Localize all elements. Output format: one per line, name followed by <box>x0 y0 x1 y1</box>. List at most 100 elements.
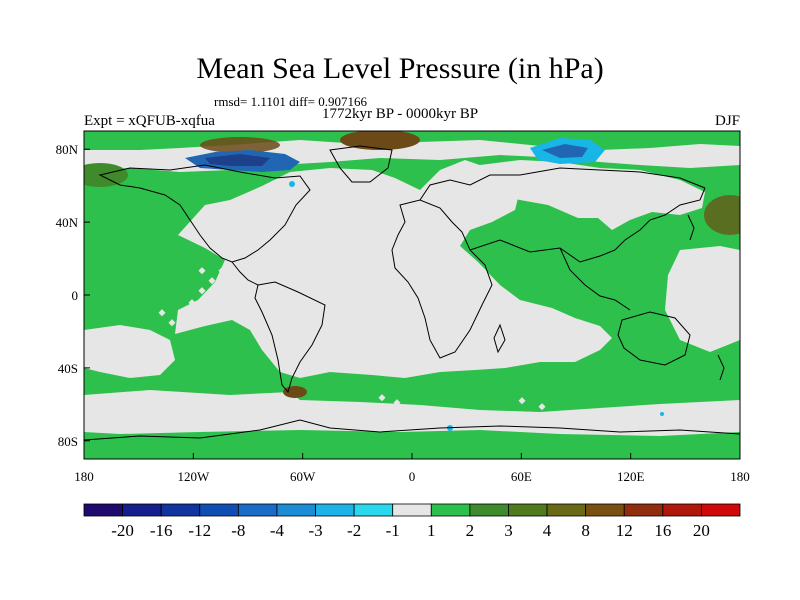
hatch-cell <box>178 309 186 317</box>
rmsd-stats: rmsd= 1.1101 diff= 0.907166 <box>214 94 367 109</box>
coastlines <box>84 145 740 441</box>
hatched-region-caribbean <box>158 267 546 411</box>
near-zero-region-south-pacific <box>84 325 175 378</box>
coastline-europe-africa <box>391 199 493 359</box>
period-subtitle: 1772kyr BP - 0000kyr BP <box>322 106 479 122</box>
coastline-southeast-asia <box>559 247 631 311</box>
hatch-cell <box>198 267 206 275</box>
plot-title: Mean Sea Level Pressure (in hPa) <box>196 52 604 85</box>
hatch-cell <box>518 397 526 405</box>
latitude-axis: 80N 40N 0 40S 80S <box>56 142 90 449</box>
colorbar-label: -8 <box>231 521 245 540</box>
negative-anomaly-scandinavia-core <box>542 144 588 158</box>
coastline-australia <box>617 311 691 366</box>
colorbar-label: -2 <box>347 521 361 540</box>
colorbar-label: 2 <box>466 521 475 540</box>
positive-anomaly-east-asia <box>704 195 740 235</box>
coastline-north-america <box>98 164 311 263</box>
hatch-cell <box>218 287 226 295</box>
colorbar-label: 12 <box>616 521 633 540</box>
negative-anomaly-spot <box>660 412 664 416</box>
near-zero-region-southern-ocean <box>84 390 740 436</box>
lat-tick-label: 80N <box>56 142 79 157</box>
lon-tick-label: 0 <box>409 469 416 484</box>
colorbar-label: 3 <box>504 521 513 540</box>
lon-tick-label: 120W <box>177 469 210 484</box>
coastline-japan <box>687 214 695 241</box>
positive-anomaly-siberia <box>200 137 280 153</box>
colorbar-label: 16 <box>654 521 671 540</box>
lon-tick-label: 120E <box>617 469 645 484</box>
hatch-cell <box>378 394 386 402</box>
lat-tick-label: 40S <box>58 361 78 376</box>
positive-anomaly-patagonia <box>283 386 307 398</box>
coastline-antarctica <box>84 419 740 441</box>
lat-tick-label: 0 <box>72 288 79 303</box>
hatch-cell <box>168 319 176 327</box>
colorbar-label: 1 <box>427 521 436 540</box>
lon-tick-label: 180 <box>74 469 94 484</box>
anomaly-field <box>84 131 740 459</box>
colorbar-swatch <box>623 503 664 517</box>
negative-anomaly-canada-core <box>205 154 270 166</box>
positive-anomaly-greenland <box>340 131 420 150</box>
colorbar-swatch <box>122 503 162 517</box>
coastline-central-america <box>231 261 259 286</box>
near-zero-region-americas-atlantic-africa <box>175 160 612 378</box>
colorbar-swatch <box>276 503 316 517</box>
colorbar-swatch <box>392 503 432 517</box>
colorbar-label: -16 <box>150 521 173 540</box>
hatch-cell <box>538 403 546 411</box>
coastline-greenland <box>329 145 393 183</box>
colorbar-label: -12 <box>188 521 211 540</box>
colorbar-swatch <box>701 503 741 517</box>
near-zero-region-east-pacific <box>665 246 740 352</box>
colorbar-label: -4 <box>270 521 285 540</box>
colorbar-label: -20 <box>111 521 134 540</box>
colorbar-swatch <box>160 503 201 517</box>
coastline-south-america <box>254 281 326 394</box>
lon-tick-label: 180 <box>730 469 750 484</box>
coastline-madagascar <box>493 323 506 354</box>
colorbar-swatch <box>546 503 587 517</box>
lon-tick-label: 60E <box>511 469 532 484</box>
coastline-new-zealand <box>717 354 725 381</box>
hatch-cell <box>208 277 216 285</box>
colorbar-swatch <box>237 503 278 517</box>
colorbar-swatch <box>469 503 509 517</box>
colorbar-label: -3 <box>308 521 322 540</box>
hatch-cell <box>158 309 166 317</box>
near-zero-region-asia <box>440 160 705 230</box>
colorbar: -20 -16 -12 -8 -4 -3 -2 -1 1 2 3 4 8 12 16 20 <box>83 503 741 540</box>
hatch-cell <box>238 287 246 295</box>
negative-anomaly-spot <box>289 181 295 187</box>
experiment-label: Expt = xQFUB-xqfua <box>84 113 215 129</box>
lon-tick-label: 60W <box>290 469 316 484</box>
hatch-cell <box>393 399 401 407</box>
lat-tick-label: 80S <box>58 434 78 449</box>
colorbar-label: 4 <box>543 521 552 540</box>
colorbar-label: 20 <box>693 521 710 540</box>
season-label: DJF <box>714 113 740 129</box>
colorbar-label: -1 <box>386 521 400 540</box>
colorbar-swatch <box>508 503 548 517</box>
hatch-cell <box>218 267 226 275</box>
hatch-cell <box>228 277 236 285</box>
positive-anomaly-north-pacific <box>84 163 128 187</box>
longitude-axis: 180 120W 60W 0 60E 120E 180 <box>74 453 750 484</box>
colorbar-swatch <box>353 503 394 517</box>
coastline-asia <box>469 187 706 263</box>
hatch-cell <box>188 299 196 307</box>
colorbar-swatch <box>199 503 239 517</box>
lat-tick-label: 40N <box>56 215 79 230</box>
hatch-cell <box>188 319 196 327</box>
hatch-cell <box>198 287 206 295</box>
colorbar-swatch <box>430 503 471 517</box>
colorbar-swatch <box>315 503 355 517</box>
coastline-eurasia-north <box>419 167 706 201</box>
colorbar-label: 8 <box>581 521 590 540</box>
colorbar-swatch <box>662 503 702 517</box>
colorbar-swatch <box>585 503 625 517</box>
colorbar-swatch <box>83 503 123 517</box>
